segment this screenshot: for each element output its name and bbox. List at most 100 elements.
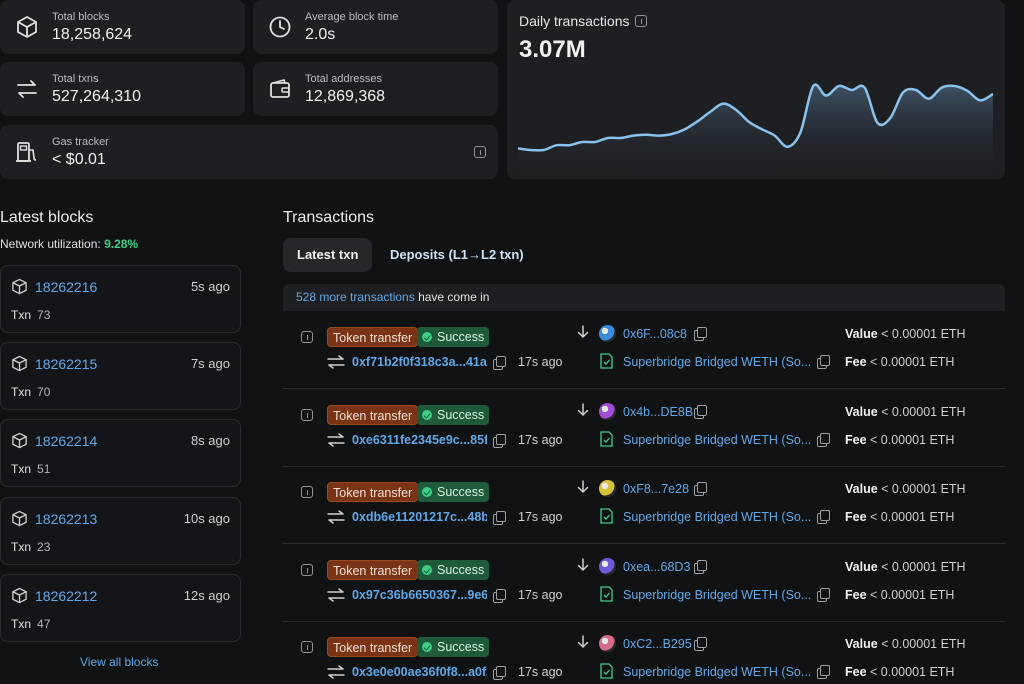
info-icon[interactable] (301, 409, 313, 421)
copy-icon[interactable] (817, 433, 830, 447)
info-icon[interactable] (301, 486, 313, 498)
view-all-blocks-link[interactable]: View all blocks (80, 655, 159, 669)
info-icon[interactable] (301, 641, 313, 653)
to-address-link[interactable]: 0xF8...7e28 (623, 482, 690, 496)
txn-label: Txn (11, 308, 32, 322)
fee-amount: < 0.00001 ETH (870, 510, 955, 524)
chart-value: 3.07M (519, 36, 586, 63)
to-address-link[interactable]: 0xea...68D3 (623, 560, 691, 574)
tx-age: 17s ago (518, 510, 563, 524)
arrow-down-icon (577, 558, 589, 572)
block-number-link[interactable]: 18262212 (35, 588, 98, 604)
value-amount: < 0.00001 ETH (881, 327, 966, 341)
info-icon[interactable] (474, 146, 486, 158)
cube-icon (12, 355, 27, 372)
block-number-link[interactable]: 18262213 (35, 511, 98, 527)
copy-icon[interactable] (817, 588, 830, 602)
contract-link[interactable]: Superbridge Bridged WETH (So... (623, 433, 811, 447)
tx-type-badge: Token transfer (327, 637, 419, 657)
transaction-row: Token transfer Success 0x3e0e00ae36f0f8...… (283, 621, 1005, 684)
txn-value: 51 (37, 462, 51, 476)
tx-value: Value < 0.00001 ETH (845, 482, 966, 496)
tx-age: 17s ago (518, 665, 563, 679)
info-icon[interactable] (301, 564, 313, 576)
cube-icon (12, 587, 27, 604)
fee-label: Fee (845, 510, 867, 524)
value-label: Value (845, 405, 878, 419)
value-amount: < 0.00001 ETH (881, 637, 966, 651)
copy-icon[interactable] (493, 511, 506, 525)
tx-fee: Fee < 0.00001 ETH (845, 355, 954, 369)
tx-hash-link[interactable]: 0xe6311fe2345e9c...85f (352, 433, 487, 447)
chart-line (517, 83, 994, 152)
copy-icon[interactable] (817, 665, 830, 679)
arrow-down-icon (577, 480, 589, 494)
contract-link[interactable]: Superbridge Bridged WETH (So... (623, 355, 811, 369)
block-age: 7s ago (190, 356, 230, 371)
copy-icon[interactable] (817, 355, 830, 369)
tx-value: Value < 0.00001 ETH (845, 405, 966, 419)
block-number-link[interactable]: 18262214 (35, 433, 98, 449)
copy-icon[interactable] (694, 405, 707, 419)
fee-label: Fee (845, 588, 867, 602)
txn-value: 47 (37, 617, 51, 631)
contract-link[interactable]: Superbridge Bridged WETH (So... (623, 665, 811, 679)
banner-text: have come in (414, 290, 490, 304)
copy-icon[interactable] (694, 482, 707, 496)
tx-hash-link[interactable]: 0xf71b2f0f318c3a...41a1 (352, 355, 487, 369)
copy-icon[interactable] (493, 356, 506, 370)
block-age: 5s ago (190, 279, 230, 294)
clock-icon (269, 16, 291, 38)
info-icon[interactable] (635, 15, 647, 27)
copy-icon[interactable] (493, 589, 506, 603)
copy-icon[interactable] (493, 666, 506, 680)
block-card: 18262212 12s ago Txn 47 (0, 574, 241, 642)
to-address-link[interactable]: 0xC2...B295 (623, 637, 692, 651)
status-badge: Success (417, 405, 490, 425)
stat-value: 18,258,624 (52, 26, 133, 43)
transactions-title: Transactions (283, 209, 374, 226)
more-transactions-link[interactable]: 528 more transactions (296, 290, 415, 304)
fee-amount: < 0.00001 ETH (870, 588, 955, 602)
tab-deposits[interactable]: Deposits (L1→L2 txn) (390, 247, 524, 262)
latest-blocks-title: Latest blocks (0, 209, 94, 226)
network-utilization: Network utilization: 9.28% (0, 237, 138, 251)
tx-type-badge: Token transfer (327, 560, 419, 580)
transaction-row: Token transfer Success 0x97c36b6650367...9… (283, 544, 1005, 622)
copy-icon[interactable] (694, 560, 707, 574)
fee-amount: < 0.00001 ETH (870, 665, 955, 679)
tab-latest-txn[interactable]: Latest txn (283, 238, 373, 272)
to-address-link[interactable]: 0x4b...DE8B (623, 405, 694, 419)
address-avatar (599, 403, 616, 420)
block-number-link[interactable]: 18262215 (35, 356, 98, 372)
tx-age: 17s ago (518, 588, 563, 602)
copy-icon[interactable] (817, 510, 830, 524)
info-icon[interactable] (301, 331, 313, 343)
status-badge: Success (417, 327, 490, 347)
copy-icon[interactable] (493, 434, 506, 448)
txn-label: Txn (11, 540, 32, 554)
contract-link[interactable]: Superbridge Bridged WETH (So... (623, 510, 811, 524)
transfer-icon (17, 80, 37, 98)
stat-total-txns: Total txns 527,264,310 (0, 62, 245, 116)
tx-age: 17s ago (518, 355, 563, 369)
copy-icon[interactable] (694, 327, 707, 341)
status-badge: Success (417, 560, 490, 580)
txn-label: Txn (11, 385, 32, 399)
transaction-row: Token transfer Success 0xf71b2f0f318c3a...… (283, 311, 1005, 389)
contract-icon (600, 353, 613, 369)
contract-icon (600, 586, 613, 602)
to-address-link[interactable]: 0x6F...08c8 (623, 327, 687, 341)
copy-icon[interactable] (694, 637, 707, 651)
txn-value: 73 (37, 308, 51, 322)
tx-hash-link[interactable]: 0x3e0e00ae36f0f8...a0f2 (352, 665, 487, 679)
tx-hash-link[interactable]: 0x97c36b6650367...9e67 (352, 588, 487, 602)
tx-hash-link[interactable]: 0xdb6e11201217c...48b (352, 510, 487, 524)
contract-link[interactable]: Superbridge Bridged WETH (So... (623, 588, 811, 602)
cube-icon (12, 278, 27, 295)
stat-label: Total blocks (52, 11, 110, 23)
util-label: Network utilization: (0, 237, 101, 251)
block-number-link[interactable]: 18262216 (35, 279, 98, 295)
value-amount: < 0.00001 ETH (881, 482, 966, 496)
